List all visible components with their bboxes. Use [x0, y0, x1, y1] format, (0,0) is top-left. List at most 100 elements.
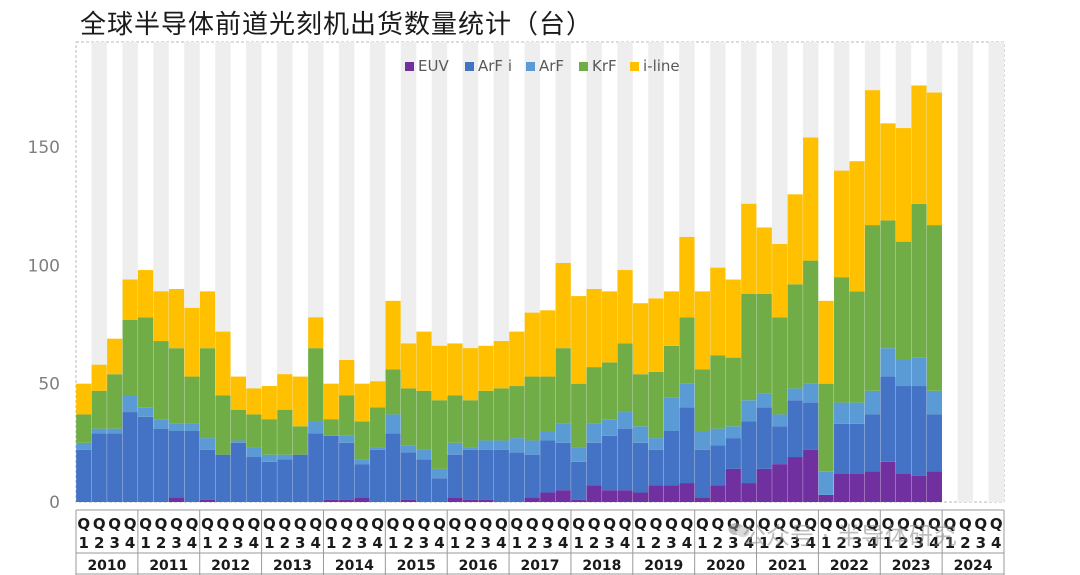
bar-i-line: [926, 92, 942, 226]
bar-arf-i: [91, 433, 107, 502]
legend-swatch: [405, 62, 414, 71]
x-tick-label: 1: [635, 534, 645, 552]
x-tick-label: 2: [341, 534, 351, 552]
bar-arf-i: [277, 459, 293, 502]
x-tick-label: Q: [619, 515, 632, 533]
x-year-label: 2020: [706, 558, 745, 574]
bar-arf-i: [880, 376, 896, 462]
bar-arf-i: [107, 433, 123, 502]
x-tick-label: Q: [990, 515, 1003, 533]
bar-i-line: [895, 128, 912, 242]
x-year-label: 2013: [273, 558, 312, 574]
bar-krf: [741, 293, 757, 401]
bar-i-line: [447, 343, 463, 396]
legend-label: ArF i: [478, 57, 512, 75]
x-tick-label: 1: [202, 534, 212, 552]
bar-krf: [524, 376, 540, 441]
x-tick-label: 2: [651, 534, 661, 552]
x-tick-label: Q: [665, 515, 678, 533]
bar-krf: [818, 383, 834, 472]
background-stripe: [957, 42, 974, 502]
bar-krf: [895, 241, 912, 360]
bar-krf: [864, 225, 881, 391]
bar-euv: [818, 494, 834, 502]
bar-i-line: [261, 386, 277, 420]
bar-krf: [91, 390, 107, 429]
x-year-label: 2012: [211, 558, 250, 574]
bar-arf: [277, 454, 293, 460]
x-tick-label: Q: [526, 515, 539, 533]
bar-krf: [849, 291, 865, 403]
bar-krf: [138, 317, 154, 408]
x-tick-label: Q: [959, 515, 972, 533]
bar-arf: [725, 426, 741, 439]
bar-i-line: [122, 279, 138, 320]
x-tick-label: 4: [496, 534, 506, 552]
x-tick-label: 3: [666, 534, 676, 552]
x-year-label: 2016: [459, 558, 498, 574]
bar-arf: [586, 423, 602, 443]
bar-i-line: [370, 381, 386, 408]
bar-krf: [803, 260, 819, 384]
x-tick-label: 2: [775, 534, 785, 552]
bar-euv: [168, 497, 185, 502]
bar-euv: [540, 492, 556, 502]
bar-euv: [400, 499, 417, 502]
bar-arf: [168, 423, 185, 431]
bar-i-line: [478, 345, 494, 391]
x-tick-label: Q: [851, 515, 864, 533]
x-tick-label: Q: [232, 515, 245, 533]
bar-i-line: [694, 291, 710, 370]
bar-arf-i: [756, 407, 772, 469]
bar-arf: [370, 447, 386, 450]
bar-arf: [339, 435, 355, 443]
bar-i-line: [308, 317, 324, 349]
bar-arf-i: [679, 407, 695, 484]
legend-swatch: [579, 62, 588, 71]
background-stripe: [246, 42, 262, 502]
bar-arf: [741, 400, 757, 422]
bar-krf: [880, 220, 896, 349]
bar-arf: [246, 447, 262, 458]
bar-krf: [122, 319, 138, 396]
bar-arf-i: [772, 426, 788, 465]
bar-arf-i: [586, 442, 602, 486]
x-tick-label: 3: [233, 534, 243, 552]
bar-i-line: [354, 383, 370, 422]
x-tick-label: Q: [974, 515, 987, 533]
bar-arf-i: [648, 449, 664, 486]
bar-arf-i: [602, 435, 618, 491]
bar-krf: [230, 409, 246, 441]
bar-arf-i: [447, 454, 463, 498]
bar-arf: [911, 357, 927, 387]
bar-i-line: [617, 270, 633, 344]
bar-krf: [107, 374, 123, 429]
x-tick-label: Q: [572, 515, 585, 533]
x-tick-label: 3: [790, 534, 800, 552]
x-tick-label: Q: [820, 515, 833, 533]
x-tick-label: 3: [357, 534, 367, 552]
bar-arf-i: [725, 438, 741, 469]
x-tick-label: 4: [187, 534, 197, 552]
bar-arf: [199, 438, 216, 450]
x-year-label: 2014: [335, 558, 374, 574]
bar-i-line: [540, 310, 556, 377]
bar-arf-i: [540, 440, 556, 493]
x-tick-label: 4: [558, 534, 568, 552]
x-tick-label: Q: [77, 515, 90, 533]
x-tick-label: Q: [217, 515, 230, 533]
bar-i-line: [400, 343, 417, 389]
bar-arf: [184, 423, 200, 431]
bar-arf-i: [416, 459, 432, 502]
x-tick-label: 4: [434, 534, 444, 552]
bar-krf: [679, 317, 695, 384]
x-tick-label: 2: [836, 534, 846, 552]
x-tick-label: Q: [155, 515, 168, 533]
bar-arf: [354, 459, 370, 465]
bar-arf: [864, 390, 881, 415]
bar-arf: [91, 428, 107, 434]
bar-euv: [447, 497, 463, 502]
y-tick-label: 150: [28, 138, 60, 158]
x-tick-label: Q: [201, 515, 214, 533]
x-tick-label: 4: [929, 534, 939, 552]
